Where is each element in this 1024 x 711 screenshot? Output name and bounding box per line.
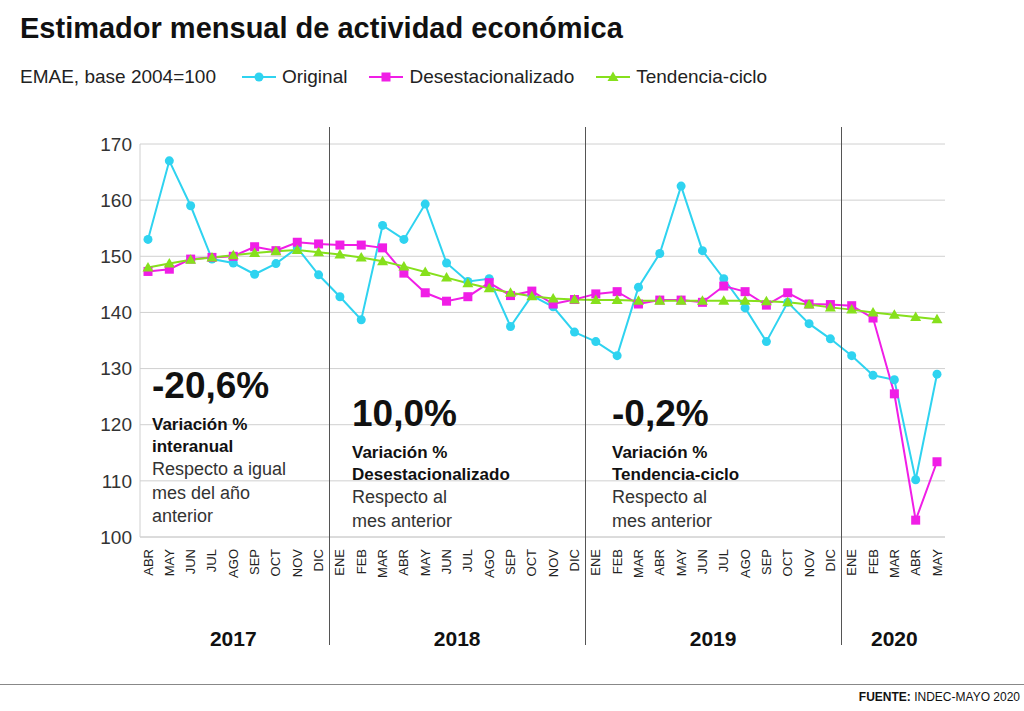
html-text:Desestacionalizado: Desestacionalizado <box>409 66 575 87</box>
html-text:Tendencia-ciclo: Tendencia-ciclo <box>612 465 740 485</box>
svg-text:DIC: DIC <box>567 549 582 571</box>
svg-text:OCT: OCT <box>268 549 283 577</box>
svg-text:SEP: SEP <box>247 549 262 575</box>
svg-text:ENE: ENE <box>332 549 347 576</box>
svg-text:MAY: MAY <box>418 549 433 577</box>
html-text:Variación %: Variación % <box>352 443 448 463</box>
svg-text:MAR: MAR <box>887 549 902 578</box>
html-text:Respecto a igual: Respecto a igual <box>152 459 287 480</box>
svg-text:120: 120 <box>100 414 132 435</box>
html-text:mes del año: mes del año <box>152 482 251 503</box>
svg-text:NOV: NOV <box>802 549 817 578</box>
html-text:Variación %: Variación % <box>612 443 708 463</box>
html-text:Estimador mensual de actividad: Estimador mensual de actividad económica <box>20 12 623 44</box>
svg-text:140: 140 <box>100 302 132 323</box>
svg-text:MAY: MAY <box>930 549 945 577</box>
svg-text:ENE: ENE <box>588 549 603 576</box>
svg-text:NOV: NOV <box>290 549 305 578</box>
svg-text:AGO: AGO <box>226 549 241 578</box>
svg-text:ABR: ABR <box>141 549 156 576</box>
html-text:Respecto al: Respecto al <box>352 487 448 508</box>
html-text:Tendencia-ciclo: Tendencia-ciclo <box>636 66 768 87</box>
svg-text:AGO: AGO <box>482 549 497 578</box>
svg-text:FEB: FEB <box>866 549 881 574</box>
html-text:interanual: interanual <box>152 437 234 457</box>
svg-text:ABR: ABR <box>908 549 923 576</box>
html-text:-20,6%: -20,6% <box>152 365 270 406</box>
html-text:Respecto al: Respecto al <box>612 487 708 508</box>
svg-text:ENE: ENE <box>844 549 859 576</box>
svg-text:ABR: ABR <box>396 549 411 576</box>
svg-text:DIC: DIC <box>823 549 838 571</box>
svg-text:FEB: FEB <box>610 549 625 574</box>
svg-text:SEP: SEP <box>503 549 518 575</box>
svg-text:NOV: NOV <box>546 549 561 578</box>
html-text:2020: 2020 <box>871 627 918 650</box>
svg-text:MAY: MAY <box>674 549 689 577</box>
html-text:FUENTE: INDEC-MAYO 2020: FUENTE: INDEC-MAYO 2020 <box>858 690 1020 704</box>
svg-text:OCT: OCT <box>524 549 539 577</box>
html-text:anterior: anterior <box>152 506 213 527</box>
svg-text:OCT: OCT <box>780 549 795 577</box>
svg-text:160: 160 <box>100 190 132 211</box>
svg-text:JUL: JUL <box>716 549 731 572</box>
svg-text:MAR: MAR <box>375 549 390 578</box>
svg-text:JUL: JUL <box>460 549 475 572</box>
html-text:mes anterior: mes anterior <box>612 510 712 531</box>
svg-text:FEB: FEB <box>354 549 369 574</box>
svg-text:100: 100 <box>100 527 132 548</box>
html-text:Variación %: Variación % <box>152 415 248 435</box>
svg-text:130: 130 <box>100 358 132 379</box>
svg-text:JUN: JUN <box>183 549 198 574</box>
svg-text:JUN: JUN <box>439 549 454 574</box>
svg-text:SEP: SEP <box>759 549 774 575</box>
html-text:-0,2%: -0,2% <box>612 393 709 434</box>
html-text:2019: 2019 <box>689 627 737 650</box>
html-text:Desestacionalizado: Desestacionalizado <box>352 465 510 485</box>
html-text:EMAE, base 2004=100: EMAE, base 2004=100 <box>20 66 216 87</box>
svg-text:AGO: AGO <box>738 549 753 578</box>
svg-text:MAR: MAR <box>631 549 646 578</box>
svg-text:MAY: MAY <box>162 549 177 577</box>
svg-text:DIC: DIC <box>311 549 326 571</box>
html-text:10,0%: 10,0% <box>352 393 457 434</box>
html-text:mes anterior: mes anterior <box>352 510 452 531</box>
svg-text:110: 110 <box>102 471 132 492</box>
html-text:2017: 2017 <box>209 627 257 650</box>
svg-text:ABR: ABR <box>652 549 667 576</box>
html-text:2018: 2018 <box>433 627 481 650</box>
svg-text:150: 150 <box>100 246 132 267</box>
svg-text:JUL: JUL <box>204 549 219 572</box>
svg-text:170: 170 <box>100 134 132 155</box>
html-text:Original: Original <box>282 66 348 87</box>
svg-text:JUN: JUN <box>695 549 710 574</box>
